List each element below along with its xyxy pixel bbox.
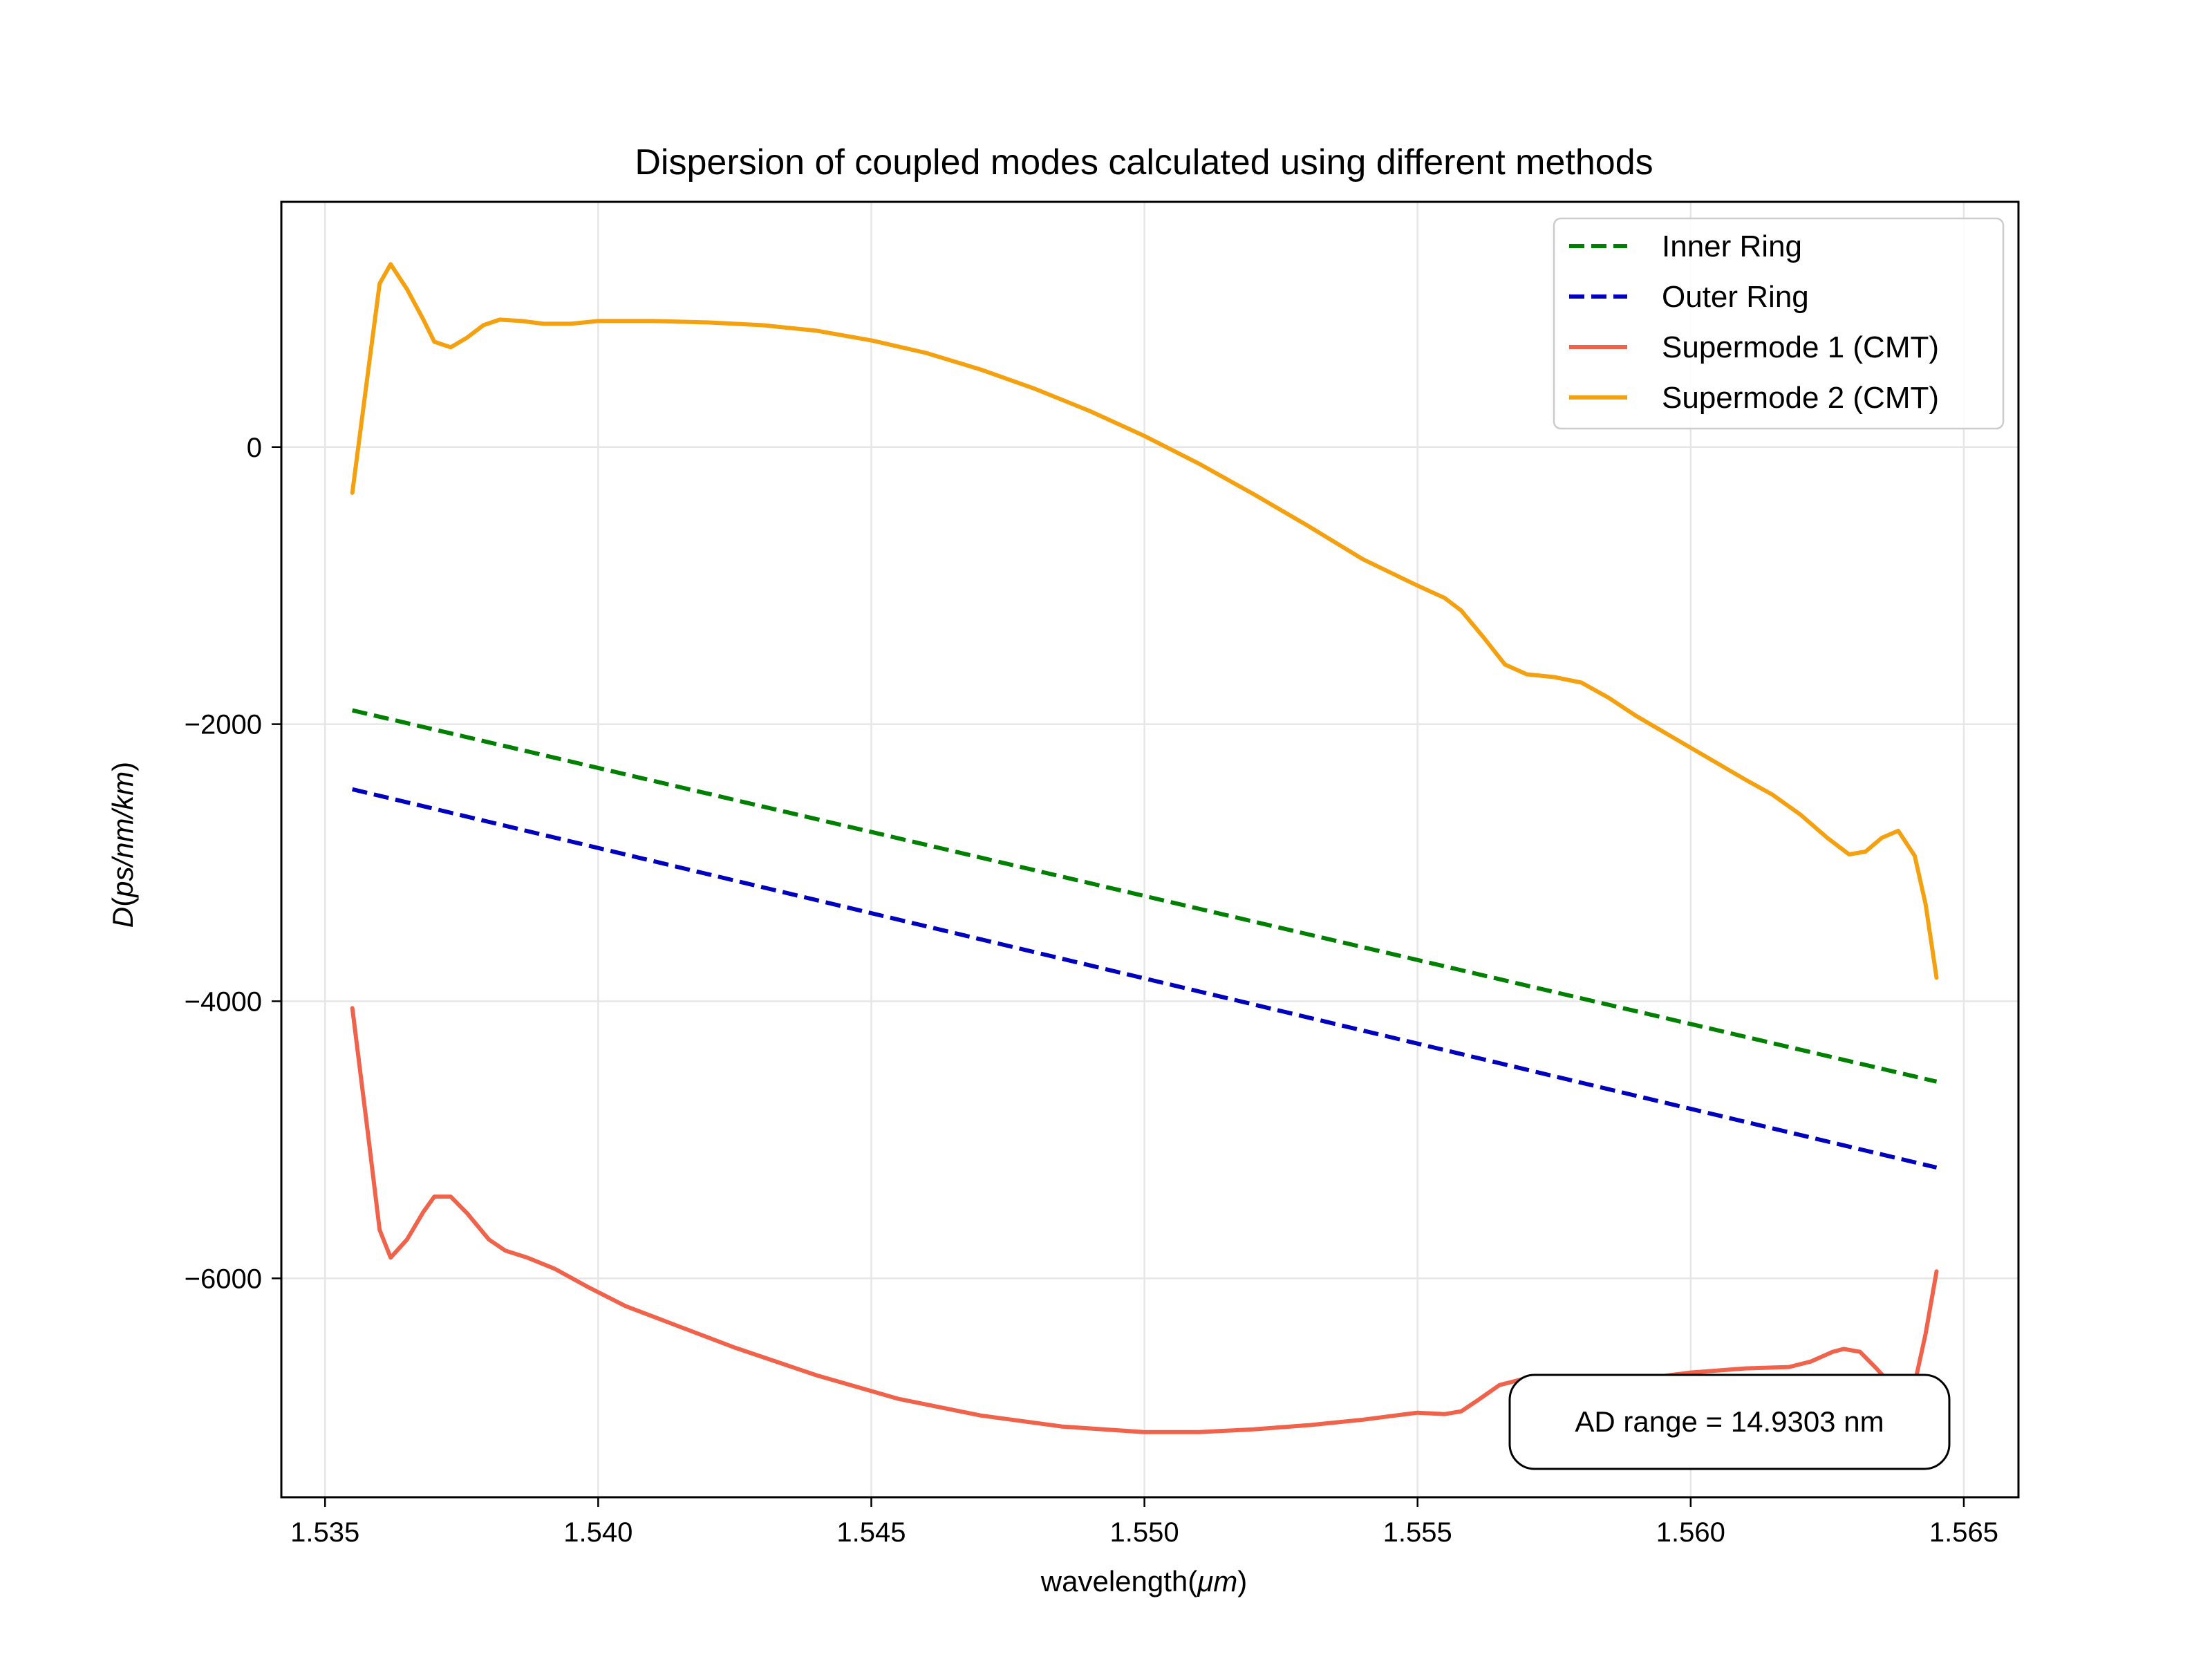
x-tick-label: 1.555 (1383, 1517, 1452, 1548)
legend-label: Outer Ring (1662, 280, 1809, 314)
y-tick-label: −4000 (185, 986, 262, 1017)
x-tick-label: 1.565 (1929, 1517, 1998, 1548)
y-axis-label: DD((ps/nm/km) (106, 762, 139, 928)
x-tick-label: 1.535 (290, 1517, 359, 1548)
x-tick-label: 1.540 (563, 1517, 632, 1548)
x-axis-label: wavelength(μm) (1040, 1565, 1247, 1597)
x-tick-label: 1.550 (1110, 1517, 1179, 1548)
ad-range-annotation: AD range = 14.9303 nm (1510, 1375, 1949, 1469)
legend-label: Supermode 2 (CMT) (1662, 381, 1939, 415)
y-tick-label: −2000 (185, 710, 262, 740)
x-tick-label: 1.545 (836, 1517, 906, 1548)
chart-title: Dispersion of coupled modes calculated u… (635, 142, 1653, 182)
legend-label: Supermode 1 (CMT) (1662, 330, 1939, 364)
x-tick-label: 1.560 (1656, 1517, 1725, 1548)
legend: Inner Ring Outer Ring Supermode 1 (CMT) Sup… (1554, 218, 2003, 429)
y-tick-label: 0 (247, 433, 262, 463)
legend-label: Inner Ring (1662, 229, 1802, 263)
annotation-text: AD range = 14.9303 nm (1575, 1405, 1884, 1438)
y-tick-label: −6000 (185, 1264, 262, 1294)
